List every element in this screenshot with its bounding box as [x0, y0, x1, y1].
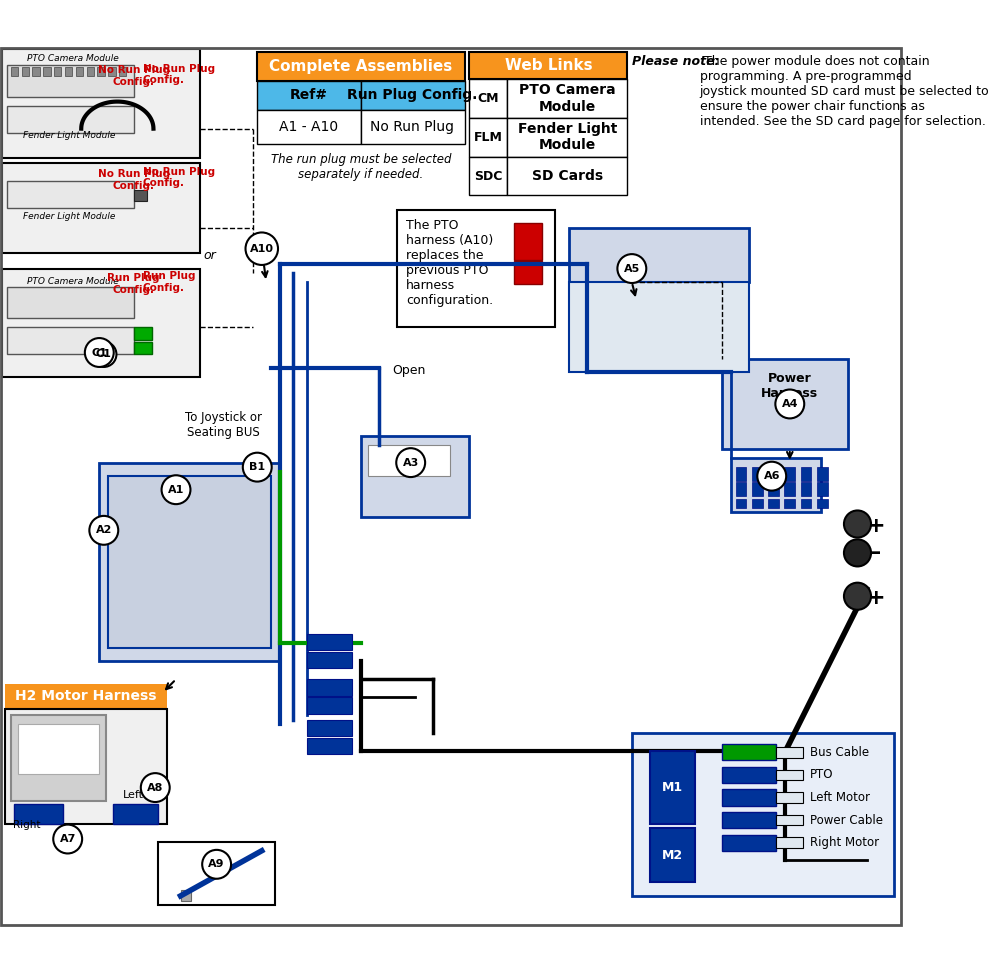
Text: No Run Plug: No Run Plug	[370, 120, 454, 133]
Bar	[722, 812, 776, 828]
Text: Left Motor: Left Motor	[810, 791, 870, 804]
Circle shape	[757, 462, 786, 491]
Text: PTO Camera Module: PTO Camera Module	[27, 54, 119, 63]
Bar	[801, 482, 811, 496]
Bar	[307, 653, 352, 668]
Text: Run Plug
Config.: Run Plug Config.	[107, 273, 160, 295]
Bar	[18, 725, 99, 774]
Text: Power Cable: Power Cable	[810, 813, 883, 827]
Bar	[361, 435, 469, 517]
Text: No Run Plug
Config.: No Run Plug Config.	[98, 169, 170, 191]
Text: +: +	[866, 516, 885, 536]
Text: Left: Left	[123, 790, 144, 800]
Text: PTO Camera Module: PTO Camera Module	[27, 277, 119, 286]
Bar	[7, 106, 134, 133]
Bar	[97, 67, 105, 76]
Bar	[469, 79, 507, 118]
Bar	[2, 269, 200, 377]
Bar	[5, 684, 167, 709]
Bar	[801, 499, 811, 507]
Bar	[14, 804, 63, 824]
Bar	[32, 67, 40, 76]
Text: No Run Plug
Config.: No Run Plug Config.	[143, 63, 215, 86]
Bar	[776, 792, 803, 803]
Bar	[722, 767, 776, 783]
Bar	[11, 715, 106, 801]
Bar	[722, 835, 776, 850]
Bar	[257, 110, 361, 144]
Bar	[776, 838, 803, 848]
Bar	[768, 499, 779, 507]
Text: C1: C1	[96, 350, 112, 359]
Bar	[569, 228, 749, 282]
Bar	[469, 118, 507, 157]
Text: Power
Harness: Power Harness	[761, 372, 818, 400]
Text: M2: M2	[662, 848, 683, 862]
Text: A1 - A10: A1 - A10	[279, 120, 338, 133]
Bar	[752, 499, 763, 507]
Text: SDC: SDC	[474, 169, 503, 182]
Bar	[119, 67, 126, 76]
Circle shape	[243, 453, 272, 481]
Text: A4: A4	[782, 399, 798, 409]
Bar	[817, 482, 828, 496]
Text: Right Motor: Right Motor	[810, 836, 879, 849]
Bar	[469, 157, 507, 196]
Circle shape	[775, 390, 804, 419]
Bar	[817, 468, 828, 481]
Bar	[43, 67, 51, 76]
Bar	[507, 118, 627, 157]
Bar	[776, 747, 803, 758]
Bar	[307, 679, 352, 695]
Bar	[632, 733, 894, 896]
Text: Web Links: Web Links	[505, 58, 592, 73]
Bar	[108, 67, 116, 76]
Text: The power module does not contain programming. A pre-programmed
joystick mounted: The power module does not contain progra…	[700, 55, 989, 128]
Bar	[76, 67, 83, 76]
Bar	[722, 789, 776, 805]
Text: No Run Plug
Config.: No Run Plug Config.	[143, 167, 215, 188]
Bar	[7, 65, 134, 97]
Text: No Run Plug
Config.: No Run Plug Config.	[98, 65, 170, 87]
Bar	[736, 468, 746, 481]
Bar	[158, 842, 275, 905]
Text: +: +	[866, 588, 885, 608]
Circle shape	[91, 342, 116, 367]
Bar	[514, 223, 542, 259]
Text: C1: C1	[91, 348, 107, 357]
Text: Please note:: Please note:	[632, 55, 719, 67]
Text: Run Plug Config.: Run Plug Config.	[347, 89, 478, 102]
Bar	[113, 804, 158, 824]
Text: Bus Cable: Bus Cable	[810, 746, 869, 759]
Text: FLM: FLM	[474, 131, 503, 144]
Bar	[2, 50, 200, 158]
Text: A2: A2	[96, 525, 112, 536]
Text: Run Plug
Config.: Run Plug Config.	[143, 272, 195, 293]
Bar	[507, 79, 627, 118]
Bar	[257, 52, 465, 81]
Bar	[722, 744, 776, 761]
Circle shape	[396, 448, 425, 477]
Text: Complete Assemblies: Complete Assemblies	[269, 58, 453, 74]
Bar	[752, 482, 763, 496]
Bar	[134, 190, 147, 201]
Text: A7: A7	[60, 834, 76, 844]
Bar	[801, 468, 811, 481]
Bar	[134, 342, 152, 355]
Bar	[2, 163, 200, 253]
Bar	[752, 468, 763, 481]
Text: H2 Motor Harness: H2 Motor Harness	[15, 690, 156, 703]
Bar	[650, 828, 695, 882]
Circle shape	[617, 254, 646, 283]
Bar	[361, 110, 465, 144]
Text: The PTO
harness (A10)
replaces the
previous PTO
harness
configuration.: The PTO harness (A10) replaces the previ…	[406, 219, 493, 307]
Text: PTO Camera
Module: PTO Camera Module	[519, 84, 616, 114]
Text: Fender Light Module: Fender Light Module	[23, 131, 115, 139]
Bar	[11, 67, 18, 76]
Bar	[784, 482, 795, 496]
Text: Right: Right	[13, 820, 41, 831]
Bar	[736, 499, 746, 507]
Bar	[181, 890, 191, 901]
Bar	[784, 499, 795, 507]
Text: A9: A9	[208, 859, 225, 870]
